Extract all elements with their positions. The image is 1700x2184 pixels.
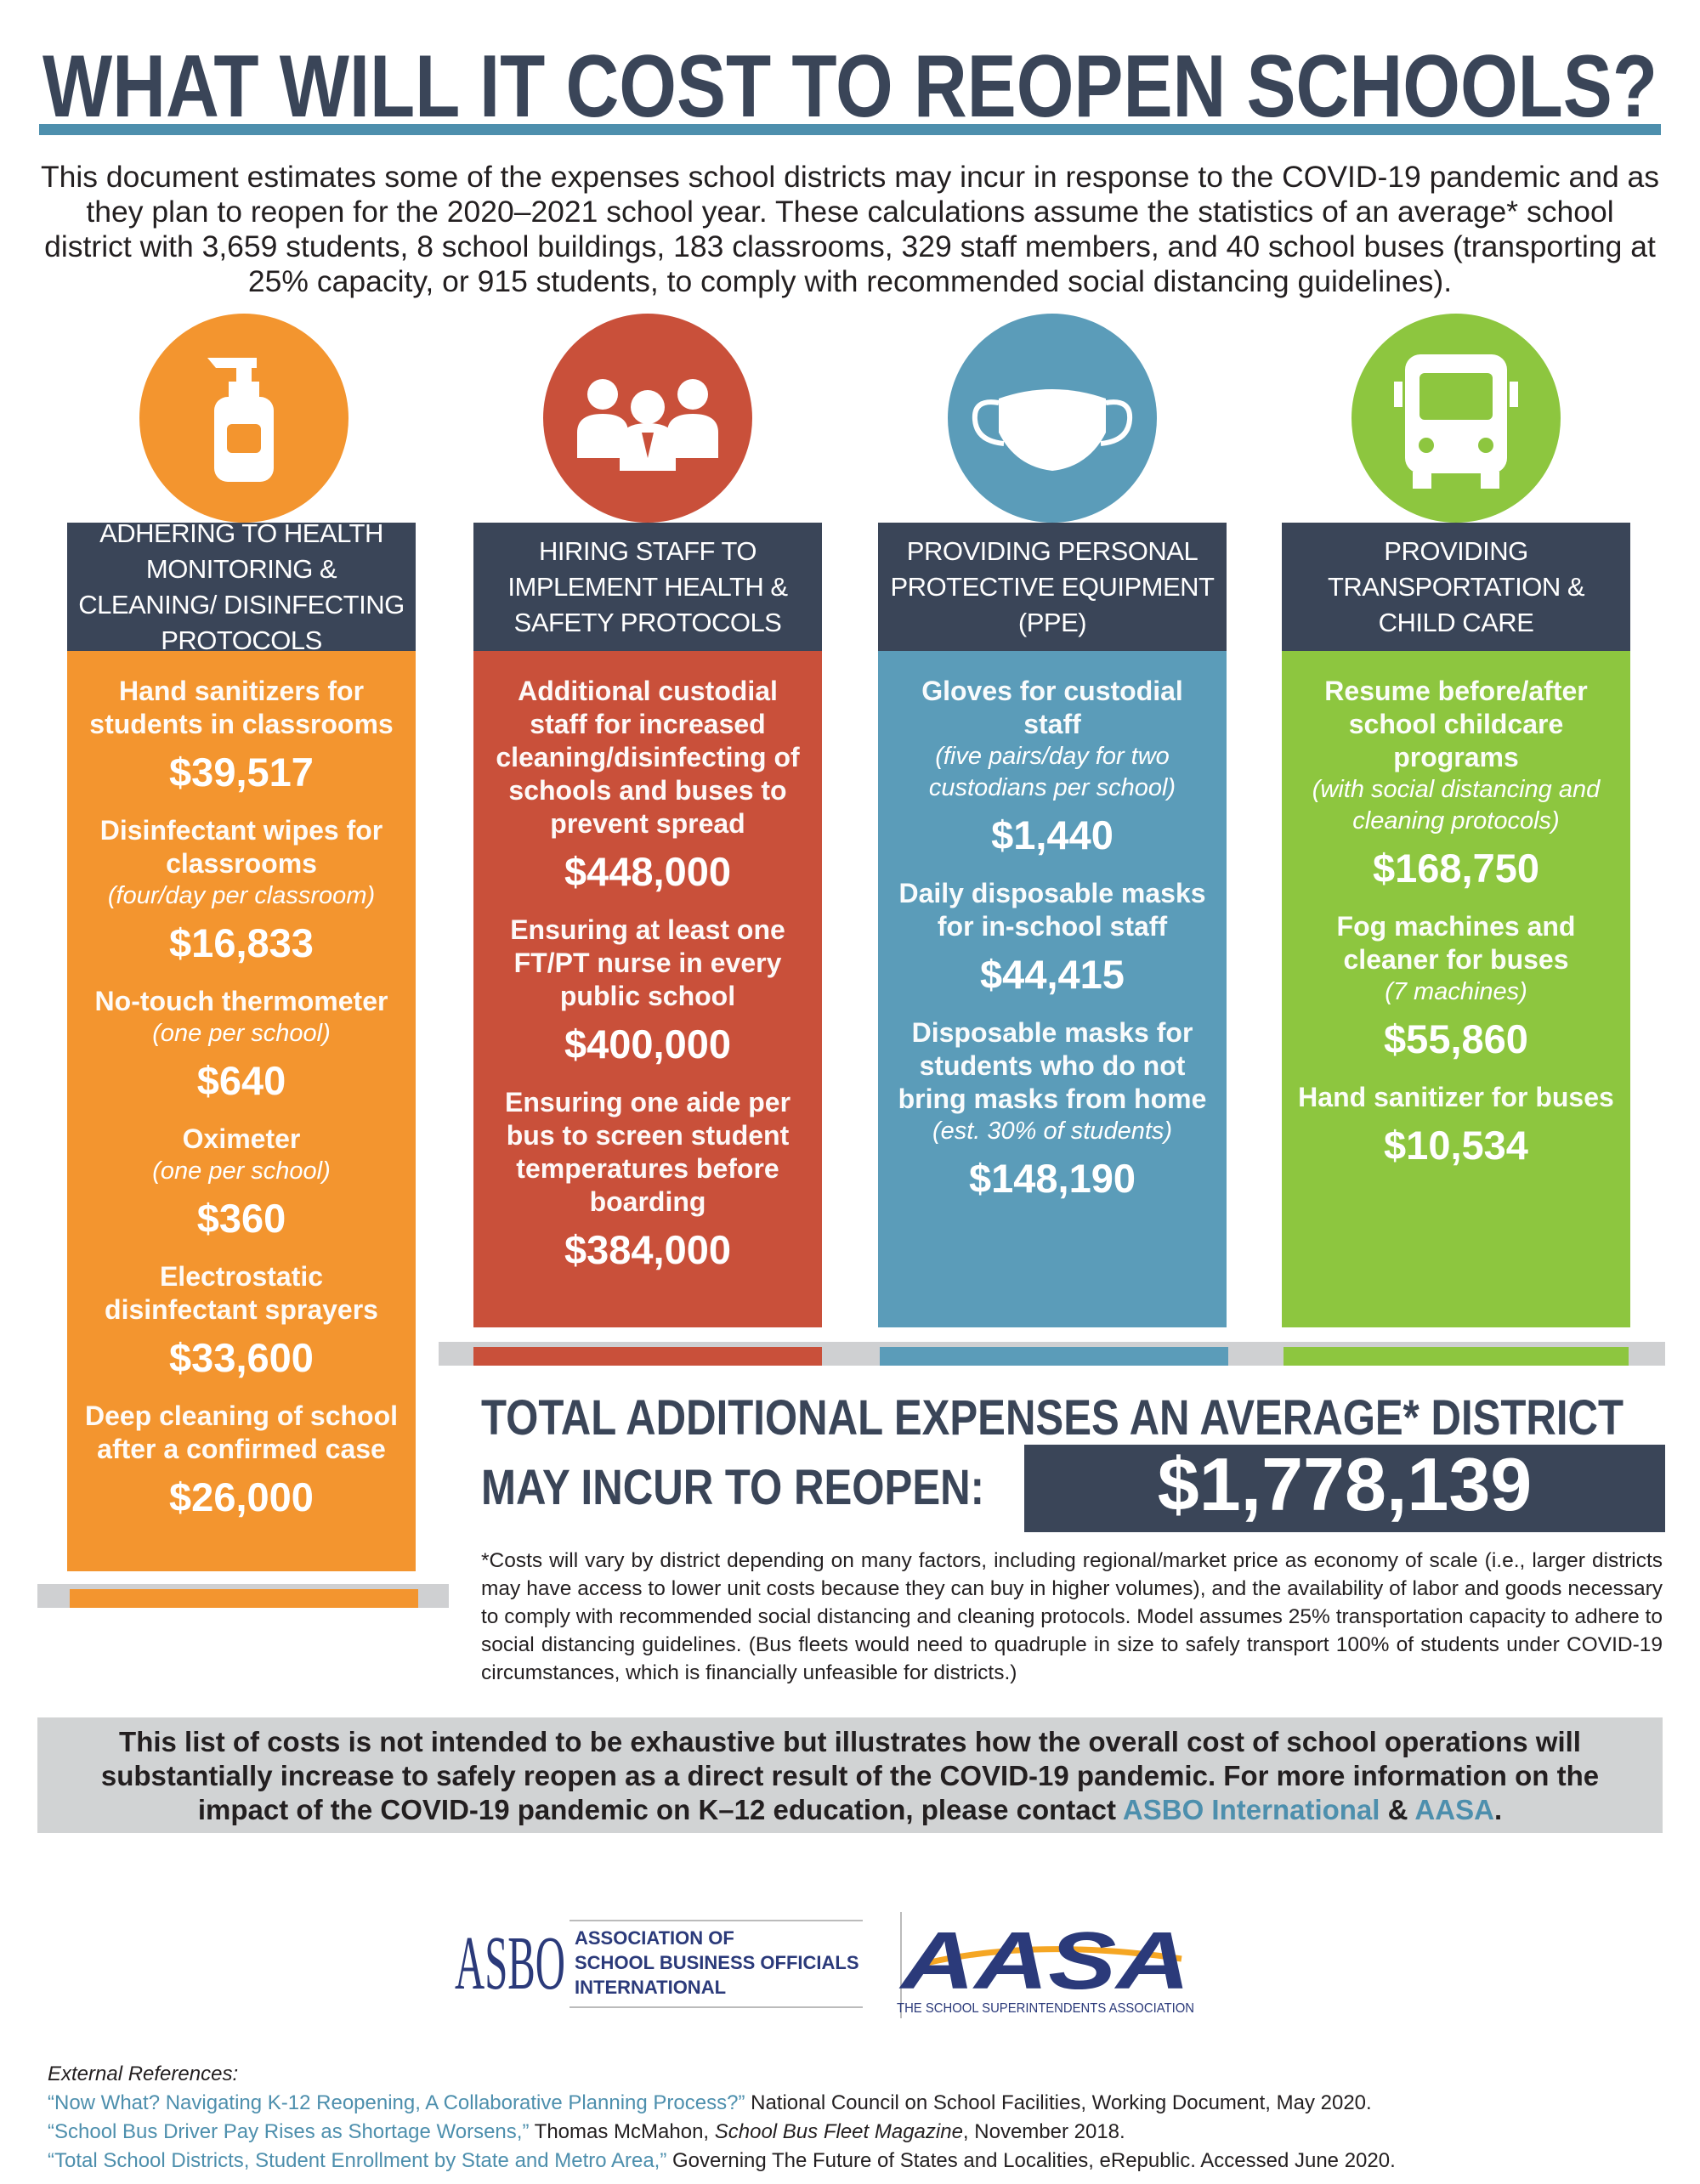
reference-text: , November 2018. — [962, 2120, 1125, 2143]
item-cost: $55,860 — [1384, 1016, 1528, 1061]
item-note: (est. 30% of students) — [932, 1117, 1173, 1145]
total-line-1: TOTAL ADDITIONAL EXPENSES AN AVERAGE* DI… — [481, 1390, 1624, 1446]
total-box — [1024, 1445, 1665, 1532]
bar-segment — [473, 1347, 822, 1366]
item-cost: $360 — [196, 1196, 286, 1241]
item-label: Disposable masks for students who do not… — [898, 1017, 1207, 1114]
footnote: *Costs will vary by district depending o… — [481, 1549, 1663, 1684]
item-label: Disinfectant wipes for classrooms — [99, 815, 383, 879]
title-rule — [39, 124, 1661, 135]
icon-sanitizer — [139, 314, 348, 523]
item-label: Daily disposable masks for in-school sta… — [898, 878, 1206, 942]
bar-segment — [70, 1589, 418, 1608]
item-cost: $44,415 — [980, 952, 1125, 997]
intro: This document estimates some of the expe… — [40, 160, 1660, 298]
item-label: Additional custodial staff for increased… — [496, 676, 800, 839]
item-cost: $640 — [196, 1058, 286, 1103]
reference-link[interactable]: “Total School Districts, Student Enrollm… — [48, 2149, 667, 2172]
item-cost: $1,440 — [991, 812, 1114, 857]
item-cost: $33,600 — [169, 1335, 314, 1380]
column-body: Gloves for custodial staff (five pairs/da… — [878, 651, 1227, 1327]
link[interactable]: AASA — [1414, 1794, 1494, 1825]
item-label: Resume before/after school childcare pro… — [1324, 676, 1588, 772]
column-body: Resume before/after school childcare pro… — [1282, 651, 1630, 1327]
title-area: WHAT WILL IT COST TO REOPEN SCHOOLS? — [39, 37, 1661, 136]
item-label: Deep cleaning of school after a confirme… — [84, 1400, 399, 1464]
item-cost: $39,517 — [169, 750, 314, 795]
total-line-2: MAY INCUR TO REOPEN: — [481, 1460, 984, 1515]
reference: “School Bus Driver Pay Rises as Shortage… — [48, 2118, 1663, 2147]
reference-link[interactable]: “Now What? Navigating K-12 Reopening, A … — [48, 2091, 745, 2114]
end: . — [1493, 1794, 1503, 1825]
reference-text: Thomas McMahon, — [529, 2120, 715, 2143]
reference: “Now What? Navigating K-12 Reopening, A … — [48, 2089, 1663, 2118]
item-label: Fog machines and cleaner for buses — [1336, 911, 1576, 975]
references-heading: External References: — [48, 2062, 239, 2085]
item-label: No-touch thermometer — [94, 986, 388, 1016]
total: TOTAL ADDITIONAL EXPENSES AN AVERAGE* DI… — [481, 1390, 1665, 1532]
logos: ASBO ASSOCIATION OF SCHOOL BUSINESS OFFI… — [455, 1912, 1194, 2018]
icon-bus — [1352, 314, 1561, 523]
item-cost: $148,190 — [968, 1156, 1136, 1201]
asbo-line: SCHOOL BUSINESS OFFICIALS — [575, 1952, 859, 1973]
item-note: (four/day per classroom) — [107, 882, 376, 909]
item-cost: $400,000 — [564, 1021, 732, 1067]
item-label: Ensuring at least one FT/PT nurse in eve… — [510, 914, 785, 1011]
icon-mask — [948, 314, 1157, 523]
joiner: & — [1387, 1794, 1408, 1825]
link[interactable]: ASBO International — [1122, 1794, 1380, 1825]
column-header: ADHERING TO HEALTH MONITORING & CLEANING… — [67, 518, 416, 655]
item-note: (with social distancing and cleaning pro… — [1312, 776, 1601, 835]
bar-segment — [880, 1347, 1228, 1366]
closing-text: This list of costs is not intended to be… — [100, 1726, 1600, 1825]
item-cost: $26,000 — [169, 1474, 314, 1519]
asbo-line: INTERNATIONAL — [575, 1977, 726, 1998]
total-amount: $1,778,139 — [1158, 1442, 1532, 1526]
item-note: (7 machines) — [1385, 978, 1527, 1005]
asbo-mark: ASBO — [455, 1921, 565, 2006]
asbo-line: ASSOCIATION OF — [575, 1927, 734, 1949]
reference-link[interactable]: “School Bus Driver Pay Rises as Shortage… — [48, 2120, 530, 2143]
aasa-tagline: THE SCHOOL SUPERINTENDENTS ASSOCIATION — [897, 2001, 1194, 2016]
column-header: PROVIDING PERSONAL PROTECTIVE EQUIPMENT … — [878, 523, 1227, 651]
item-label: Gloves for custodial staff — [921, 676, 1183, 739]
reference: “Total School Districts, Student Enrollm… — [48, 2147, 1663, 2176]
aasa-swoosh — [926, 1946, 1182, 1966]
closing: This list of costs is not intended to be… — [37, 1717, 1663, 1833]
column-header: HIRING STAFF TO IMPLEMENT HEALTH & SAFET… — [473, 523, 822, 651]
item-cost: $448,000 — [564, 849, 732, 894]
item-label: Hand sanitizers for students in classroo… — [89, 676, 394, 739]
aasa-mark: AASA — [899, 1915, 1190, 2006]
icon-staff — [543, 314, 752, 523]
bar-segment — [1284, 1347, 1629, 1366]
item-cost: $16,833 — [169, 920, 314, 965]
item-cost: $384,000 — [564, 1227, 732, 1272]
item-note: (one per school) — [152, 1020, 331, 1047]
reference-text: National Council on School Facilities, W… — [745, 2091, 1372, 2114]
item-label: Oximeter — [182, 1123, 301, 1154]
title: WHAT WILL IT COST TO REOPEN SCHOOLS? — [42, 37, 1658, 136]
column-body: Hand sanitizers for students in classroo… — [67, 651, 416, 1571]
column-header: PROVIDING TRANSPORTATION & CHILD CARE — [1282, 523, 1630, 651]
item-cost: $10,534 — [1384, 1123, 1528, 1168]
item-note: (one per school) — [152, 1157, 331, 1185]
references: External References: “Now What? Navigati… — [48, 2060, 1663, 2176]
item-label: Electrostatic disinfectant sprayers — [105, 1261, 378, 1325]
item-label: Ensuring one aide per bus to screen stud… — [504, 1087, 791, 1217]
reference-text: Governing The Future of States and Local… — [666, 2149, 1396, 2172]
item-cost: $168,750 — [1372, 846, 1540, 891]
item-note: (five pairs/day for two custodians per s… — [928, 743, 1176, 801]
column-body: Additional custodial staff for increased… — [473, 651, 822, 1327]
reference-text: School Bus Fleet Magazine — [714, 2120, 963, 2143]
item-label: Hand sanitizer for buses — [1298, 1082, 1614, 1112]
